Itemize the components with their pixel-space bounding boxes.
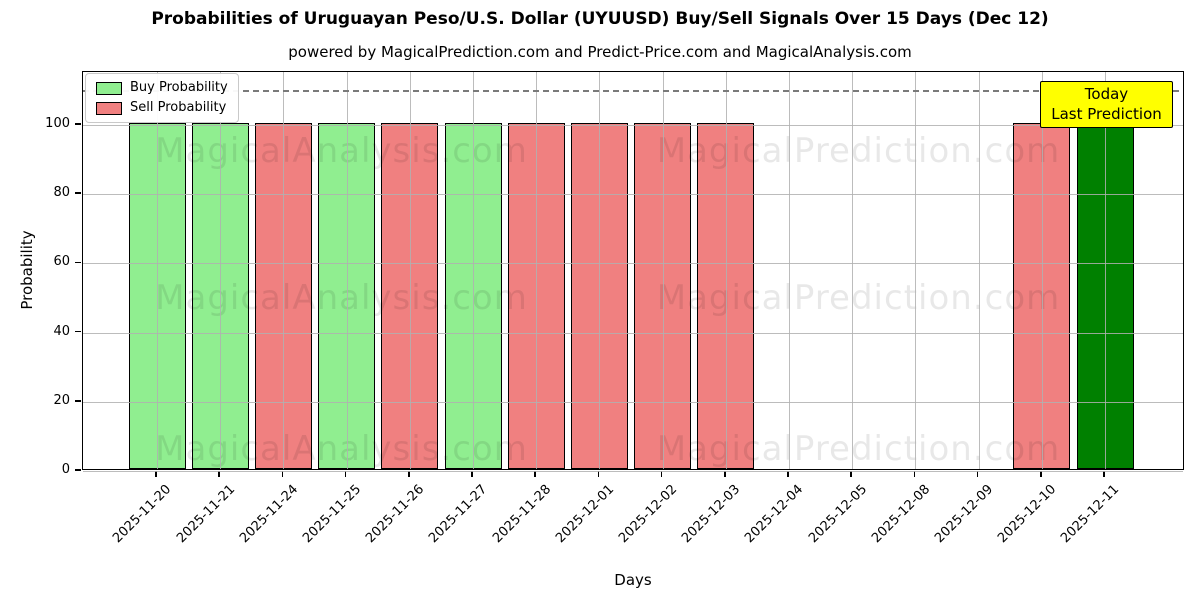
x-tick-label-2025-12-11: 2025-12-11 xyxy=(1058,482,1123,547)
v-gridline xyxy=(346,72,348,469)
x-tick-label-2025-12-04: 2025-12-04 xyxy=(742,482,807,547)
x-tick-mark xyxy=(913,471,916,477)
x-tick-mark xyxy=(597,471,600,477)
v-gridline xyxy=(409,72,411,469)
y-tick-label: 40 xyxy=(53,323,70,339)
y-tick-label: 0 xyxy=(61,462,70,477)
v-gridline xyxy=(725,72,727,469)
x-tick-label-2025-12-10: 2025-12-10 xyxy=(995,482,1060,547)
v-gridline xyxy=(1041,72,1043,469)
x-tick-mark xyxy=(1103,471,1105,477)
x-tick-mark xyxy=(471,471,473,477)
y-tick-mark xyxy=(75,192,81,194)
v-gridline xyxy=(662,72,664,469)
v-gridline xyxy=(1105,72,1106,469)
annotation-line-2: Last Prediction xyxy=(1051,105,1162,123)
x-tick-label-2025-12-05: 2025-12-05 xyxy=(805,482,870,547)
x-tick-label-2025-11-24: 2025-11-24 xyxy=(236,482,302,547)
v-gridline xyxy=(978,72,980,469)
today-annotation: Today Last Prediction xyxy=(1040,81,1173,128)
sell-swatch-icon xyxy=(96,101,122,115)
v-gridline xyxy=(599,72,601,469)
chart-title: Probabilities of Uruguayan Peso/U.S. Dol… xyxy=(151,9,1049,29)
x-tick-label-2025-11-20: 2025-11-20 xyxy=(110,482,175,547)
h-gridline-20 xyxy=(83,401,1183,403)
y-tick-mark xyxy=(75,400,81,402)
x-tick-mark xyxy=(281,471,284,477)
legend-item-buy: Buy Probability xyxy=(96,81,228,95)
x-tick-mark xyxy=(976,471,979,477)
x-tick-mark xyxy=(724,471,726,477)
threshold-dashed-line xyxy=(83,90,1183,92)
x-tick-mark xyxy=(408,471,410,477)
v-gridline xyxy=(536,72,538,469)
x-tick-label-2025-11-26: 2025-11-26 xyxy=(363,482,428,547)
x-tick-label-2025-12-09: 2025-12-09 xyxy=(932,482,997,547)
chart-subtitle: powered by MagicalPrediction.com and Pre… xyxy=(288,43,912,61)
y-tick-mark xyxy=(75,261,81,264)
x-tick-label-2025-11-25: 2025-11-25 xyxy=(300,482,365,547)
x-tick-mark xyxy=(1040,471,1042,477)
v-gridline xyxy=(157,72,158,469)
y-tick-label: 80 xyxy=(53,185,70,201)
x-tick-label-2025-12-01: 2025-12-01 xyxy=(552,482,618,547)
y-tick-mark xyxy=(75,123,81,125)
x-tick-mark xyxy=(344,471,347,477)
x-tick-label-2025-11-27: 2025-11-27 xyxy=(426,482,491,547)
x-tick-label-2025-12-02: 2025-12-02 xyxy=(616,482,681,547)
legend-item-sell: Sell Probability xyxy=(96,101,228,115)
legend-label-sell: Sell Probability xyxy=(130,100,227,115)
x-tick-mark xyxy=(155,471,157,477)
x-tick-mark xyxy=(787,471,789,477)
x-tick-label-2025-12-03: 2025-12-03 xyxy=(679,482,744,547)
h-gridline-0 xyxy=(83,471,1183,472)
annotation-line-1: Today xyxy=(1084,85,1129,103)
y-tick-mark xyxy=(75,330,81,333)
x-tick-mark xyxy=(660,471,663,477)
x-tick-mark xyxy=(218,471,220,477)
v-gridline xyxy=(283,72,285,469)
legend-label-buy: Buy Probability xyxy=(130,80,228,95)
x-tick-label-2025-11-21: 2025-11-21 xyxy=(173,482,238,547)
x-tick-label-2025-12-08: 2025-12-08 xyxy=(868,482,934,547)
x-tick-mark xyxy=(850,471,852,477)
y-tick-mark xyxy=(75,469,81,471)
x-tick-mark xyxy=(534,471,536,477)
v-gridline xyxy=(473,72,474,469)
buy-swatch-icon xyxy=(96,81,122,95)
h-gridline-80 xyxy=(83,194,1183,196)
h-gridline-60 xyxy=(83,263,1183,265)
plot-area: MagicalAnalysis.comMagicalPrediction.com… xyxy=(82,71,1184,472)
v-gridline xyxy=(852,72,854,469)
x-tick-label-2025-11-28: 2025-11-28 xyxy=(489,482,554,547)
y-tick-label: 100 xyxy=(45,116,70,131)
v-gridline xyxy=(789,72,790,469)
y-tick-label: 60 xyxy=(53,254,70,270)
x-axis-title: Days xyxy=(614,571,652,589)
v-gridline xyxy=(915,72,917,469)
h-gridline-40 xyxy=(83,332,1183,334)
y-tick-label: 20 xyxy=(53,392,70,408)
legend: Buy Probability Sell Probability xyxy=(85,73,239,123)
h-gridline-100 xyxy=(83,125,1183,126)
v-gridline xyxy=(220,72,222,469)
